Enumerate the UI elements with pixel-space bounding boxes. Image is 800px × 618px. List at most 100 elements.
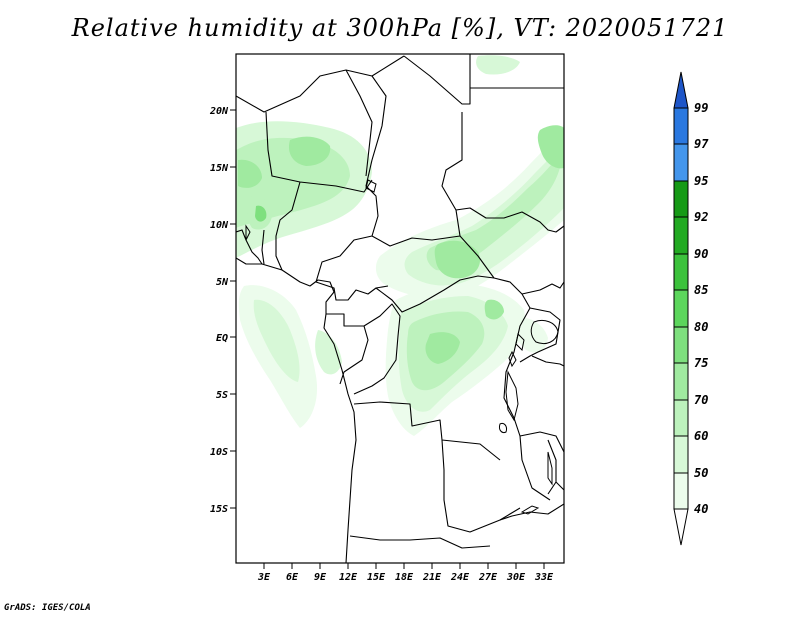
border-tanzania bbox=[531, 355, 564, 367]
colorbar-label: 95 bbox=[694, 174, 708, 188]
lake-chad bbox=[365, 179, 377, 193]
lake-albert bbox=[515, 332, 525, 352]
colorbar-label: 50 bbox=[694, 466, 708, 480]
humidity-area-sahel-west-core-2 bbox=[238, 159, 262, 188]
colorbar-label: 75 bbox=[694, 356, 708, 370]
lat-label: 10S bbox=[210, 447, 228, 458]
lon-label: 24E bbox=[450, 572, 470, 583]
colorbar-segment bbox=[673, 180, 689, 218]
border-zambia-tz bbox=[519, 431, 564, 453]
border-drc-east bbox=[503, 293, 551, 501]
coastlines-and-borders bbox=[236, 54, 564, 563]
border-sahel-north bbox=[236, 55, 405, 113]
colorbar-segment bbox=[673, 362, 689, 401]
colorbar-segment bbox=[673, 399, 689, 437]
lon-label: 27E bbox=[478, 572, 498, 583]
colorbar-label: 90 bbox=[694, 247, 708, 261]
lat-label: EQ bbox=[216, 333, 228, 344]
lon-label: 6E bbox=[286, 572, 299, 583]
border-nigeria-benin bbox=[261, 229, 265, 265]
border-zambia-zim bbox=[499, 503, 564, 521]
colorbar-bottom-arrow bbox=[673, 508, 689, 546]
colorbar-label: 85 bbox=[694, 283, 708, 297]
humidity-area-congo-core-3 bbox=[484, 299, 504, 320]
lakes bbox=[245, 179, 559, 515]
border-mozambique bbox=[555, 481, 564, 491]
lon-label: 9E bbox=[314, 572, 327, 583]
humidity-area-northtop bbox=[476, 55, 520, 75]
border-car-south bbox=[375, 275, 495, 313]
lat-label: 15S bbox=[210, 504, 228, 515]
border-sudan-ssudan bbox=[455, 207, 564, 233]
border-gabon bbox=[326, 313, 369, 385]
lat-labels: 20N 15N 10N 5N EQ 5S 10S 15S bbox=[209, 106, 229, 515]
humidity-area-gulf-east bbox=[315, 330, 342, 375]
map-title: Relative humidity at 300hPa [%], VT: 202… bbox=[71, 14, 729, 42]
coastline-guinea bbox=[236, 229, 263, 265]
border-uganda-kenya bbox=[519, 307, 561, 363]
humidity-field bbox=[236, 55, 564, 436]
humidity-area-chad-core bbox=[434, 240, 481, 279]
colorbar-segment bbox=[673, 107, 689, 145]
lon-label: 3E bbox=[257, 572, 271, 583]
humidity-area-sudan-core bbox=[537, 125, 564, 169]
colorbar-label: 99 bbox=[694, 101, 708, 115]
lon-label: 33E bbox=[534, 572, 554, 583]
border-malawi bbox=[547, 439, 557, 495]
lon-label: 12E bbox=[339, 572, 358, 583]
lake-mweru bbox=[499, 423, 507, 433]
border-drc-angola bbox=[353, 401, 501, 461]
humidity-area-sahel-west-core bbox=[288, 136, 331, 166]
colorbar-labels: 99 97 95 92 90 85 80 75 70 60 50 40 bbox=[694, 101, 709, 516]
border-congo bbox=[353, 303, 401, 395]
colorbar-label: 97 bbox=[694, 137, 709, 151]
lon-label: 30E bbox=[506, 572, 526, 583]
lon-label: 15E bbox=[367, 572, 386, 583]
lat-label: 20N bbox=[209, 106, 229, 117]
colorbar-label: 92 bbox=[694, 210, 708, 224]
lat-label: 10N bbox=[210, 220, 229, 231]
humidity-area-coast-west-core bbox=[255, 205, 267, 222]
colorbar-label: 40 bbox=[694, 502, 708, 516]
border-ssudan-east bbox=[521, 281, 564, 295]
border-car-north bbox=[371, 235, 523, 295]
colorbar-segment bbox=[673, 253, 689, 291]
border-nigeria-cameroon bbox=[275, 181, 301, 271]
colorbar-segment bbox=[673, 143, 689, 182]
lon-ticks bbox=[263, 563, 545, 569]
lake-volta bbox=[245, 224, 251, 241]
border-angola-zambia bbox=[441, 439, 521, 533]
colorbar-segment bbox=[673, 326, 689, 364]
border-mali-niger bbox=[345, 69, 373, 177]
lat-ticks bbox=[230, 109, 236, 509]
lon-label: 18E bbox=[395, 572, 414, 583]
border-chad-sudan bbox=[441, 112, 463, 237]
lake-malawi bbox=[547, 451, 553, 486]
colorbar-segment bbox=[673, 435, 689, 474]
map-frame bbox=[235, 53, 565, 564]
lake-kariba bbox=[520, 505, 540, 515]
credit-label: GrADS: IGES/COLA bbox=[4, 603, 91, 613]
border-chad-west bbox=[365, 75, 387, 237]
colorbar-segment bbox=[673, 472, 689, 510]
lat-label: 5N bbox=[216, 277, 229, 288]
lake-tanganyika bbox=[505, 370, 519, 422]
colorbar-top-arrow bbox=[673, 71, 689, 109]
humidity-area-central-band-core bbox=[426, 152, 562, 271]
border-namibia bbox=[349, 535, 491, 549]
colorbar-segment bbox=[673, 216, 689, 255]
lake-kivu bbox=[508, 350, 517, 368]
colorbar-label: 80 bbox=[694, 320, 708, 334]
colorbar-label: 70 bbox=[694, 393, 708, 407]
border-cameroon-chad bbox=[315, 235, 389, 301]
lake-victoria bbox=[530, 319, 559, 345]
lat-label: 5S bbox=[216, 390, 228, 401]
lat-label: 15N bbox=[210, 163, 229, 174]
colorbar-segment bbox=[673, 289, 689, 328]
colorbar bbox=[673, 71, 689, 546]
humidity-area-gulf-inner bbox=[253, 299, 300, 382]
lon-label: 21E bbox=[422, 572, 442, 583]
border-libya-chad bbox=[403, 54, 471, 105]
colorbar-label: 60 bbox=[694, 429, 708, 443]
